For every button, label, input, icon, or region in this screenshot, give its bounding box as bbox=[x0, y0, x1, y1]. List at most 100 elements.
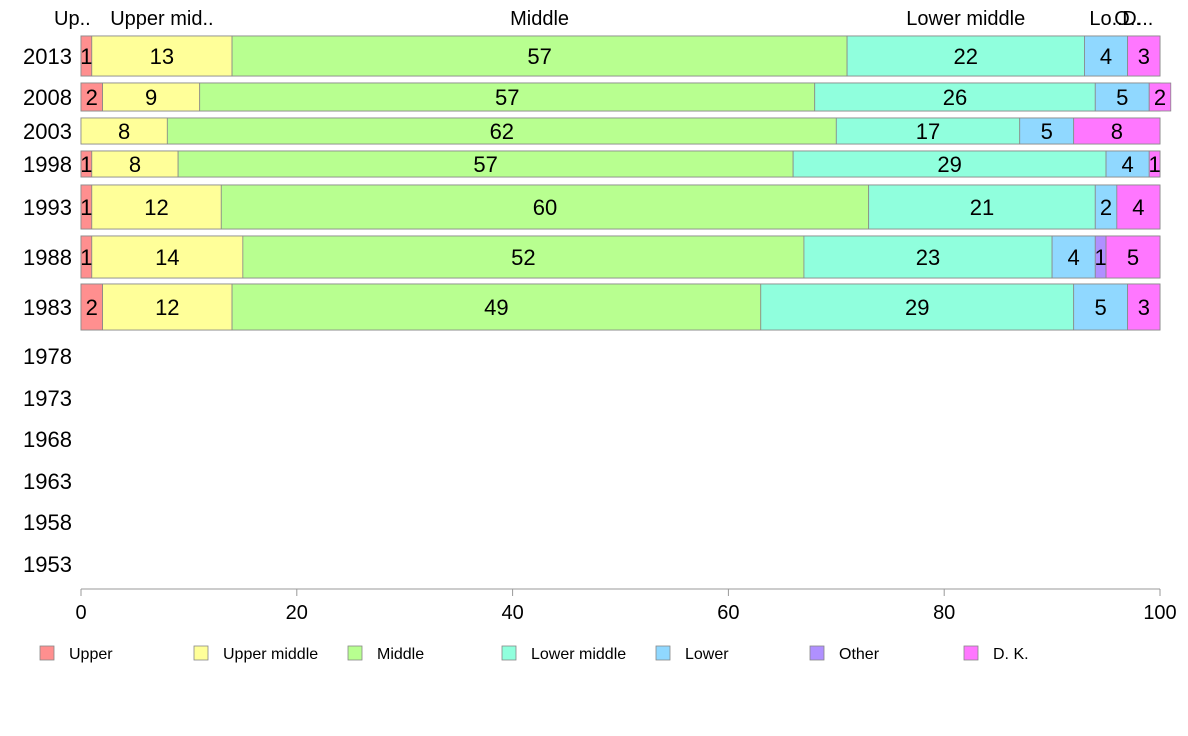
data-label-1998-d-k: 1 bbox=[1148, 152, 1160, 177]
bar-2008-middle bbox=[199, 82, 816, 112]
data-label-2003-lower-middle: 17 bbox=[916, 119, 940, 144]
legend-swatch-middle bbox=[347, 645, 363, 661]
bar-1983-middle bbox=[231, 283, 762, 331]
legend-label-lower-middle: Lower middle bbox=[531, 646, 626, 663]
bar-2008-d-k bbox=[1148, 82, 1172, 112]
x-tick-label-80: 80 bbox=[933, 602, 955, 624]
top-label-upper-middle: Upper mid.. bbox=[110, 8, 213, 30]
data-label-1983-middle: 49 bbox=[484, 295, 508, 320]
data-label-2013-middle: 57 bbox=[527, 44, 551, 69]
y-axis: 2013 2008 2003 1998 1993 1988 1983 1978 1973 1968… bbox=[23, 44, 72, 577]
bar-2008-lower bbox=[1094, 82, 1150, 112]
data-label-2003-lower: 5 bbox=[1041, 119, 1053, 144]
legend-swatch-upper-middle bbox=[193, 645, 209, 661]
y-tick-label-1953: 1953 bbox=[23, 552, 72, 577]
bar-1988-lower-middle bbox=[803, 235, 1053, 279]
data-label-2013-upper: 1 bbox=[80, 44, 92, 69]
data-label-2013-upper-middle: 13 bbox=[150, 44, 174, 69]
bar-2003-middle bbox=[166, 117, 837, 145]
data-label-2008-upper-middle: 9 bbox=[145, 85, 157, 110]
bar-1983-upper-middle bbox=[102, 283, 233, 331]
bar-2003-d-k bbox=[1073, 117, 1161, 145]
data-label-2003-upper-middle: 8 bbox=[118, 119, 130, 144]
bar-1983-lower bbox=[1073, 283, 1129, 331]
y-tick-label-1993: 1993 bbox=[23, 195, 72, 220]
top-label-lower-middle: Lower middle bbox=[906, 8, 1025, 30]
bar-1988-lower bbox=[1051, 235, 1096, 279]
data-label-1988-lower: 4 bbox=[1068, 245, 1080, 270]
data-label-2003-d-k: 8 bbox=[1111, 119, 1123, 144]
bar-2003-lower bbox=[1019, 117, 1075, 145]
x-tick-label-100: 100 bbox=[1143, 602, 1176, 624]
legend-label-upper-middle: Upper middle bbox=[223, 646, 318, 663]
legend-swatch-other bbox=[809, 645, 825, 661]
data-label-1988-upper: 1 bbox=[80, 245, 92, 270]
data-label-2013-d-k: 3 bbox=[1138, 44, 1150, 69]
x-tick-label-60: 60 bbox=[717, 602, 739, 624]
data-label-2008-d-k: 2 bbox=[1154, 85, 1166, 110]
data-label-1993-lower-middle: 21 bbox=[970, 195, 994, 220]
data-label-1998-upper: 1 bbox=[80, 152, 92, 177]
y-tick-label-1973: 1973 bbox=[23, 386, 72, 411]
bar-2013-upper-middle bbox=[91, 35, 233, 77]
data-label-1998-lower-middle: 29 bbox=[937, 152, 961, 177]
y-tick-label-2008: 2008 bbox=[23, 85, 72, 110]
bar-2013-lower-middle bbox=[846, 35, 1085, 77]
bar-1988-d-k bbox=[1105, 235, 1161, 279]
bar-1988-middle bbox=[242, 235, 805, 279]
data-label-2003-middle: 62 bbox=[490, 119, 514, 144]
data-label-2008-lower: 5 bbox=[1116, 85, 1128, 110]
legend: Upper Upper middle Middle Lower middle Lower… bbox=[39, 645, 1029, 663]
data-label-1983-upper-middle: 12 bbox=[155, 295, 179, 320]
bar-1998-d-k bbox=[1148, 150, 1161, 178]
legend-label-d-k: D. K. bbox=[993, 646, 1029, 663]
data-label-1988-lower-middle: 23 bbox=[916, 245, 940, 270]
x-tick-label-20: 20 bbox=[286, 602, 308, 624]
data-label-2013-lower-middle: 22 bbox=[954, 44, 978, 69]
y-tick-label-1978: 1978 bbox=[23, 344, 72, 369]
data-label-1988-d-k: 5 bbox=[1127, 245, 1139, 270]
data-label-2008-upper: 2 bbox=[86, 85, 98, 110]
bar-1998-upper-middle bbox=[91, 150, 179, 178]
legend-label-other: Other bbox=[839, 646, 880, 663]
data-label-2008-lower-middle: 26 bbox=[943, 85, 967, 110]
legend-label-upper: Upper bbox=[69, 646, 113, 663]
data-label-1993-upper-middle: 12 bbox=[144, 195, 168, 220]
data-label-1983-lower: 5 bbox=[1095, 295, 1107, 320]
y-tick-label-1968: 1968 bbox=[23, 427, 72, 452]
y-tick-label-1983: 1983 bbox=[23, 295, 72, 320]
bar-2013-d-k bbox=[1127, 35, 1161, 77]
legend-swatch-d-k bbox=[963, 645, 979, 661]
x-tick-label-40: 40 bbox=[501, 602, 523, 624]
top-label-lower: Lo.. bbox=[1089, 8, 1122, 30]
y-tick-label-1958: 1958 bbox=[23, 510, 72, 535]
data-label-1993-middle: 60 bbox=[533, 195, 557, 220]
data-label-1988-middle: 52 bbox=[511, 245, 535, 270]
top-label-d-k: D... bbox=[1122, 8, 1153, 30]
top-label-middle: Middle bbox=[510, 8, 569, 30]
bar-1998-middle bbox=[177, 150, 794, 178]
y-tick-label-1998: 1998 bbox=[23, 152, 72, 177]
bar-1983-lower-middle bbox=[760, 283, 1075, 331]
bar-2008-lower-middle bbox=[814, 82, 1096, 112]
bar-1993-upper-middle bbox=[91, 184, 222, 230]
legend-label-middle: Middle bbox=[377, 646, 424, 663]
y-tick-label-2003: 2003 bbox=[23, 119, 72, 144]
x-axis: 0 20 40 60 80 100 bbox=[75, 588, 1177, 624]
y-tick-label-1988: 1988 bbox=[23, 245, 72, 270]
bar-1993-d-k bbox=[1116, 184, 1161, 230]
top-label-other: O.. bbox=[1114, 8, 1141, 30]
legend-swatch-lower-middle bbox=[501, 645, 517, 661]
bar-1983-d-k bbox=[1127, 283, 1161, 331]
legend-swatch-lower bbox=[655, 645, 671, 661]
y-tick-label-2013: 2013 bbox=[23, 44, 72, 69]
top-label-upper: Up.. bbox=[54, 8, 91, 30]
legend-swatch-upper bbox=[39, 645, 55, 661]
data-label-1988-other: 1 bbox=[1095, 245, 1107, 270]
data-label-1983-d-k: 3 bbox=[1138, 295, 1150, 320]
bar-2003-lower-middle bbox=[835, 117, 1021, 145]
data-label-2013-lower: 4 bbox=[1100, 44, 1112, 69]
data-label-1993-lower: 2 bbox=[1100, 195, 1112, 220]
bar-2013-lower bbox=[1084, 35, 1129, 77]
